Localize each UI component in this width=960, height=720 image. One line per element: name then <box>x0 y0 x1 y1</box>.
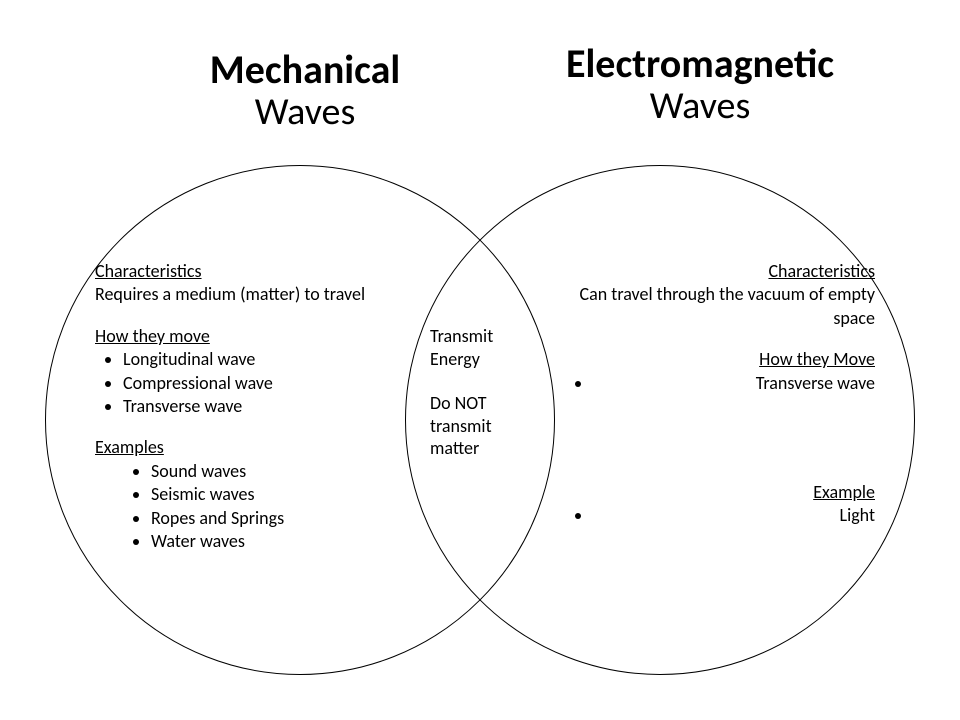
left-examples-list: Sound waves Seismic waves Ropes and Spri… <box>95 460 405 554</box>
right-content: Characteristics Can travel through the v… <box>565 260 875 528</box>
center-content: Transmit Energy Do NOT transmit matter <box>430 325 535 460</box>
list-item: Seismic waves <box>151 483 405 506</box>
right-characteristics-head: Characteristics <box>565 260 875 283</box>
title-left: Mechanical Waves <box>165 48 445 134</box>
list-item: Sound waves <box>151 460 405 483</box>
left-characteristics-text: Requires a medium (matter) to travel <box>95 283 405 306</box>
title-left-bold: Mechanical <box>165 48 445 92</box>
right-examples-head: Example <box>565 481 875 504</box>
center-line1: Transmit Energy <box>430 325 535 370</box>
left-characteristics-head: Characteristics <box>95 260 405 283</box>
list-item: Ropes and Springs <box>151 507 405 530</box>
list-item: Compressional wave <box>123 372 405 395</box>
right-move-head: How they Move <box>565 348 875 371</box>
left-content: Characteristics Requires a medium (matte… <box>95 260 405 553</box>
right-characteristics-text: Can travel through the vacuum of empty s… <box>565 283 875 330</box>
title-right-normal: Waves <box>500 86 900 128</box>
title-right-bold: Electromagnetic <box>500 42 900 86</box>
list-item: Light <box>593 504 875 527</box>
left-move-list: Longitudinal wave Compressional wave Tra… <box>95 348 405 418</box>
title-left-normal: Waves <box>165 92 445 134</box>
left-examples-head: Examples <box>95 436 405 459</box>
list-item: Water waves <box>151 530 405 553</box>
list-item: Longitudinal wave <box>123 348 405 371</box>
left-move-head: How they move <box>95 325 405 348</box>
center-line2: Do NOT transmit matter <box>430 392 535 460</box>
list-item: Transverse wave <box>593 372 875 395</box>
title-right: Electromagnetic Waves <box>500 42 900 128</box>
list-item: Transverse wave <box>123 395 405 418</box>
right-examples-list: Light <box>565 504 875 527</box>
right-move-list: Transverse wave <box>565 372 875 395</box>
